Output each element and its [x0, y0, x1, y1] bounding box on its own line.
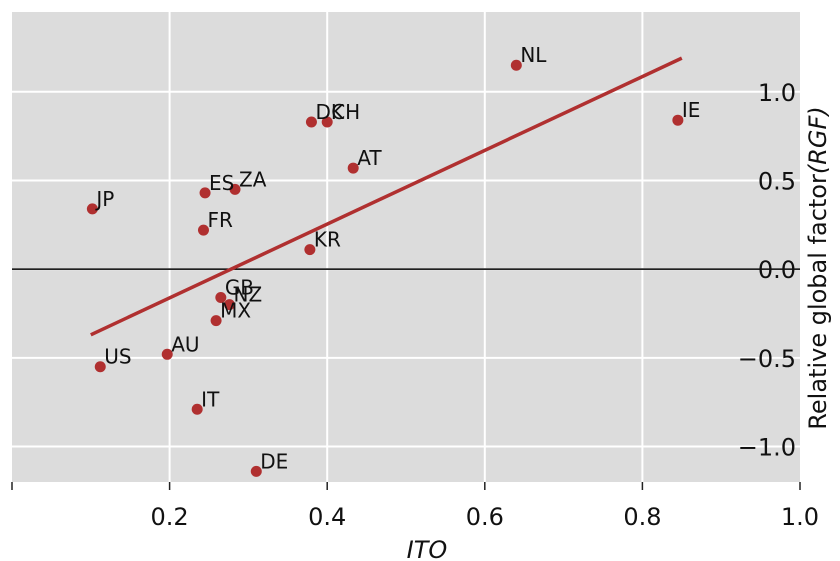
y-tick-label-2: 0.0 [758, 256, 796, 284]
x-tick-label-1: 0.4 [308, 503, 346, 531]
point-us [94, 361, 106, 373]
point-jp [86, 203, 98, 215]
x-axis-tick-labels: 0.2 0.4 0.6 0.8 1.0 [151, 503, 820, 531]
point-label-fr: FR [207, 208, 233, 232]
point-label-au: AU [171, 332, 199, 356]
y-axis-title-abbr: (RGF) [804, 106, 832, 174]
point-fr [197, 224, 209, 236]
point-label-dk: DK [315, 100, 344, 124]
point-label-mx: MX [220, 299, 251, 323]
point-gb [215, 292, 227, 304]
point-label-kr: KR [314, 228, 341, 252]
x-tick-label-2: 0.6 [466, 503, 504, 531]
point-label-it: IT [201, 387, 220, 411]
point-at [347, 162, 359, 174]
point-label-at: AT [357, 146, 382, 170]
point-es [199, 187, 211, 199]
point-au [161, 348, 173, 360]
y-tick-label-1: 0.5 [758, 167, 796, 195]
point-it [191, 403, 203, 415]
y-axis-title-main: Relative global factor [804, 174, 832, 430]
point-label-za: ZA [239, 167, 267, 191]
point-ch [321, 116, 333, 128]
point-label-ie: IE [682, 98, 701, 122]
plot-background [12, 12, 800, 482]
point-label-nz: NZ [233, 283, 262, 307]
trend-line [90, 56, 683, 337]
point-kr [304, 244, 316, 256]
y-axis-title: Relative global factor(RGF) [804, 106, 832, 429]
point-za [229, 183, 241, 195]
point-label-us: US [104, 345, 131, 369]
y-axis-tick-labels: 1.0 0.5 0.0 −0.5 −1.0 [738, 79, 796, 462]
x-axis-ticks [11, 482, 801, 490]
x-tick-label-4: 1.0 [781, 503, 819, 531]
point-label-es: ES [209, 171, 234, 195]
data-points [86, 59, 684, 477]
point-label-jp: JP [94, 187, 114, 211]
y-tick-label-4: −1.0 [738, 434, 796, 462]
point-label-gb: GB [225, 276, 254, 300]
y-tick-label-3: −0.5 [738, 345, 796, 373]
point-nz [223, 299, 235, 311]
point-mx [210, 315, 222, 327]
x-tick-label-0: 0.2 [151, 503, 189, 531]
x-axis-title: ITO [407, 536, 448, 561]
point-dk [305, 116, 317, 128]
point-label-nl: NL [520, 43, 547, 67]
point-ie [672, 114, 684, 126]
point-de [250, 465, 262, 477]
point-label-ch: CH [331, 100, 360, 124]
y-tick-label-0: 1.0 [758, 79, 796, 107]
point-nl [510, 59, 522, 71]
point-label-de: DE [260, 449, 288, 473]
x-tick-label-3: 0.8 [623, 503, 661, 531]
